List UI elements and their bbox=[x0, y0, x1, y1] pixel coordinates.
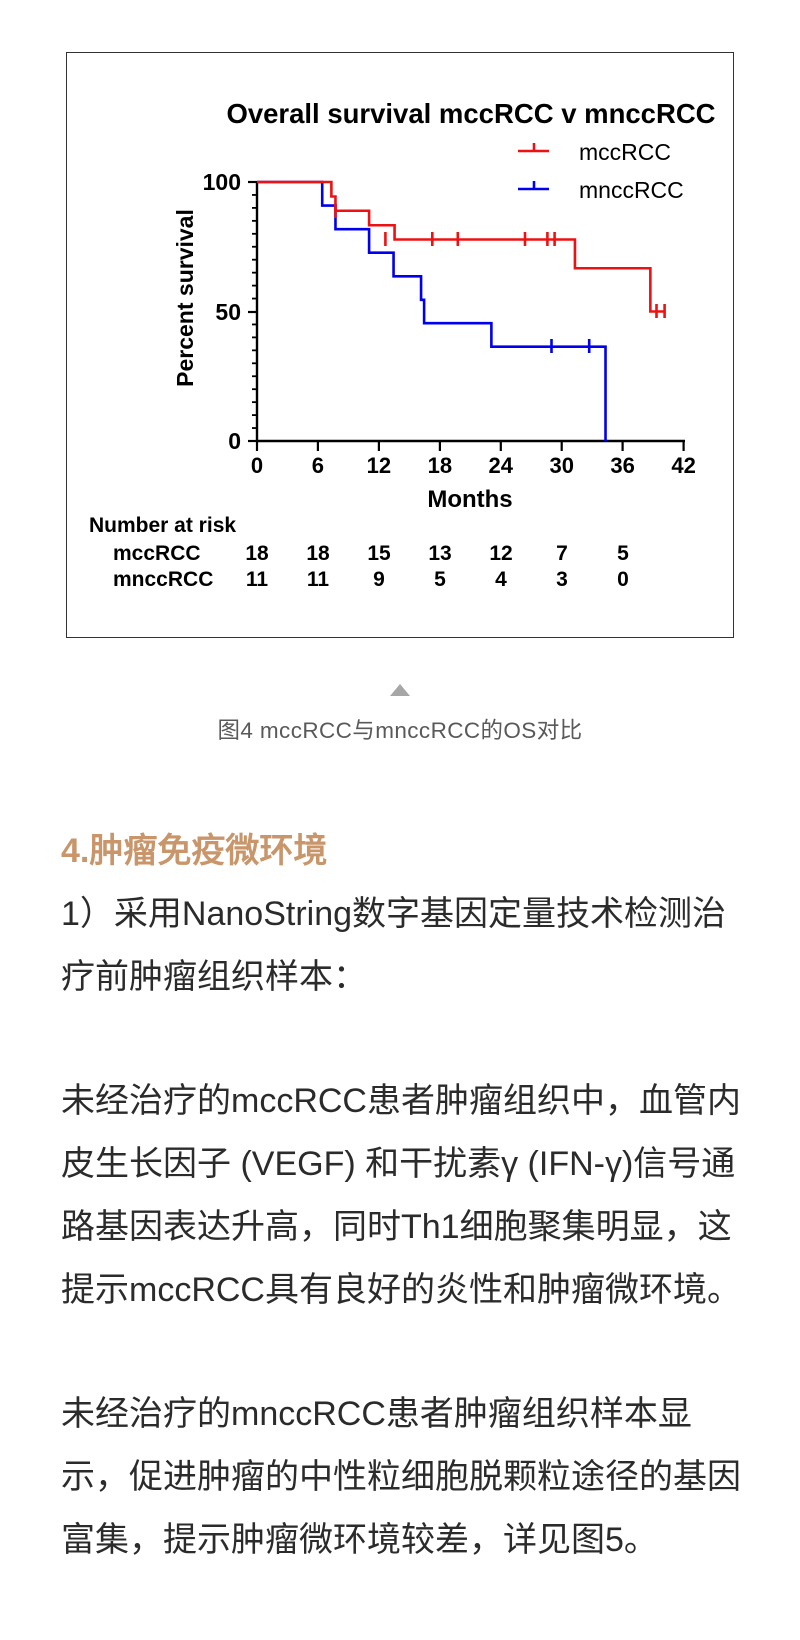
svg-text:Percent survival: Percent survival bbox=[172, 209, 198, 387]
svg-text:6: 6 bbox=[312, 453, 324, 478]
svg-text:12: 12 bbox=[367, 453, 391, 478]
svg-text:18: 18 bbox=[428, 453, 452, 478]
svg-text:3: 3 bbox=[556, 568, 568, 591]
svg-text:50: 50 bbox=[215, 299, 241, 325]
svg-text:0: 0 bbox=[251, 453, 263, 478]
svg-text:18: 18 bbox=[245, 542, 269, 565]
svg-text:36: 36 bbox=[610, 453, 634, 478]
svg-text:5: 5 bbox=[617, 542, 629, 565]
svg-text:mccRCC: mccRCC bbox=[579, 139, 671, 165]
svg-text:30: 30 bbox=[549, 453, 573, 478]
svg-text:9: 9 bbox=[373, 568, 385, 591]
svg-text:15: 15 bbox=[367, 542, 391, 565]
svg-text:18: 18 bbox=[306, 542, 330, 565]
svg-text:11: 11 bbox=[246, 568, 269, 591]
svg-text:42: 42 bbox=[671, 453, 695, 478]
svg-text:mccRCC: mccRCC bbox=[113, 542, 201, 565]
svg-text:Overall survival mccRCC v mncc: Overall survival mccRCC v mnccRCC bbox=[226, 98, 715, 129]
svg-text:0: 0 bbox=[228, 428, 241, 454]
svg-text:5: 5 bbox=[434, 568, 446, 591]
svg-text:11: 11 bbox=[307, 568, 330, 591]
svg-text:4: 4 bbox=[495, 568, 507, 591]
svg-text:12: 12 bbox=[489, 542, 512, 565]
svg-text:0: 0 bbox=[617, 568, 629, 591]
svg-text:Months: Months bbox=[427, 486, 512, 513]
svg-text:13: 13 bbox=[428, 542, 451, 565]
svg-text:Number at risk: Number at risk bbox=[89, 514, 236, 537]
svg-text:24: 24 bbox=[489, 453, 514, 478]
svg-text:7: 7 bbox=[556, 542, 568, 565]
svg-text:100: 100 bbox=[203, 169, 241, 195]
svg-text:mnccRCC: mnccRCC bbox=[113, 568, 213, 591]
svg-text:mnccRCC: mnccRCC bbox=[579, 177, 684, 203]
